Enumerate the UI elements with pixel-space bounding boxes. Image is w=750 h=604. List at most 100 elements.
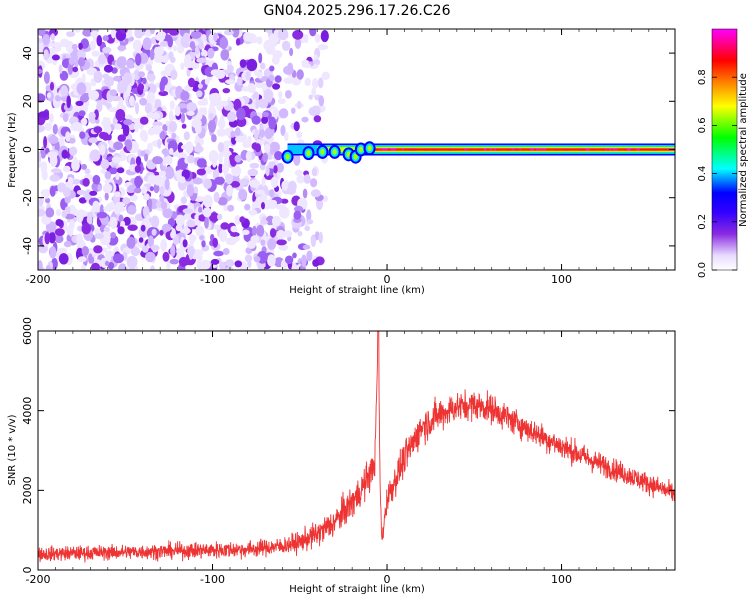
heatmap-noise-cell	[93, 70, 103, 84]
heatmap-signal-peak	[578, 148, 583, 151]
heatmap-noise-cell	[180, 90, 190, 101]
heatmap-noise-cell	[243, 31, 252, 42]
heatmap-noise-cell	[203, 194, 213, 208]
heatmap-noise-cell	[76, 233, 83, 245]
heatmap-noise-cell	[177, 142, 184, 154]
heatmap-noise-cell	[244, 254, 253, 263]
heatmap-noise-cell	[156, 46, 165, 56]
heatmap-onset-blob-core	[332, 148, 337, 155]
heatmap-noise-cell	[276, 162, 284, 173]
heatmap-noise-cell	[144, 153, 149, 162]
heatmap-noise-cell	[256, 71, 263, 79]
heatmap-noise-cell	[126, 255, 138, 268]
heatmap-noise-cell	[158, 170, 166, 177]
heatmap-noise-cell	[222, 248, 230, 255]
heatmap-noise-cell	[55, 209, 62, 217]
heatmap-x-tick-label: -200	[26, 273, 51, 286]
heatmap-noise-cell	[307, 219, 314, 225]
heatmap-noise-cell	[234, 215, 241, 225]
heatmap-noise-cell	[79, 131, 86, 139]
heatmap-noise-cell	[123, 216, 131, 226]
heatmap-noise-cell	[230, 225, 238, 233]
heatmap-noise-cell	[234, 236, 240, 242]
heatmap-noise-cell	[174, 170, 183, 178]
heatmap-signal-layer	[281, 141, 675, 164]
heatmap-noise-cell	[234, 260, 243, 268]
heatmap-noise-cell	[147, 235, 154, 248]
heatmap-signal-peak	[636, 148, 639, 151]
heatmap-noise-cell	[220, 49, 230, 61]
heatmap-noise-cell	[195, 225, 205, 237]
heatmap-noise-cell	[268, 33, 280, 44]
heatmap-noise-cell	[317, 44, 329, 51]
heatmap-noise-cell	[273, 165, 278, 174]
heatmap-noise-cell	[88, 90, 100, 101]
heatmap-noise-cell	[91, 50, 100, 57]
heatmap-signal-peak	[542, 148, 547, 151]
heatmap-noise-cell	[218, 229, 228, 242]
heatmap-signal-peak	[449, 148, 453, 151]
heatmap-noise-cell	[187, 154, 195, 164]
heatmap-noise-cell	[217, 213, 223, 220]
heatmap-noise-cell	[90, 256, 95, 264]
heatmap-signal-peak	[411, 148, 414, 151]
heatmap-noise-cell	[310, 235, 317, 248]
heatmap-noise-cell	[109, 139, 114, 149]
heatmap-noise-cell	[180, 112, 186, 124]
heatmap-noise-cell	[38, 41, 45, 54]
heatmap-noise-cell	[138, 71, 145, 78]
heatmap-noise-cell	[227, 64, 234, 73]
heatmap-noise-cell	[181, 123, 187, 129]
heatmap-noise-cell	[313, 54, 318, 60]
heatmap-noise-cell	[286, 187, 297, 195]
heatmap-noise-cell	[162, 251, 170, 262]
heatmap-noise-cell	[230, 130, 236, 138]
heatmap-noise-cell	[135, 53, 142, 66]
heatmap-noise-cell	[81, 163, 87, 170]
heatmap-noise-cell	[249, 179, 260, 188]
heatmap-noise-cell	[117, 226, 125, 235]
heatmap-signal-peak	[637, 148, 641, 151]
heatmap-noise-cell	[159, 229, 164, 236]
heatmap-noise-cell	[318, 231, 323, 244]
heatmap-noise-cell	[277, 29, 289, 41]
colorbar-tick-label: 0.4	[697, 166, 708, 182]
heatmap-noise-cell	[86, 215, 92, 224]
heatmap-signal-peak	[494, 148, 497, 151]
heatmap-noise-cell	[251, 115, 261, 125]
heatmap-noise-cell	[157, 138, 162, 149]
heatmap-noise-cell	[41, 170, 48, 181]
heatmap-noise-cell	[277, 98, 286, 105]
heatmap-noise-cell	[112, 176, 123, 186]
snr-x-tick-label: 0	[384, 573, 391, 586]
heatmap-noise-cell	[269, 228, 277, 238]
heatmap-x-axis-label: Height of straight line (km)	[289, 285, 425, 296]
colorbar-gradient	[711, 28, 738, 271]
heatmap-noise-cell	[119, 150, 126, 162]
heatmap-noise-cell	[91, 262, 100, 270]
heatmap-noise-cell	[68, 137, 76, 144]
heatmap-noise-cell	[145, 214, 152, 227]
heatmap-noise-cell	[77, 256, 87, 263]
colorbar-tick-label: 0.8	[697, 69, 708, 85]
heatmap-noise-cell	[68, 57, 75, 65]
heatmap-noise-cell	[113, 253, 124, 264]
heatmap-noise-cell	[312, 259, 320, 267]
heatmap-noise-cell	[117, 83, 127, 94]
heatmap-noise-cell	[42, 34, 50, 46]
heatmap-noise-cell	[226, 184, 234, 197]
heatmap-onset-blob-core	[358, 146, 364, 153]
heatmap-noise-cell	[141, 185, 148, 195]
heatmap-noise-cell	[104, 171, 112, 180]
heatmap-noise-cell	[256, 224, 265, 237]
heatmap-noise-cell	[275, 204, 286, 210]
heatmap-noise-cell	[183, 131, 190, 141]
heatmap-noise-cell	[55, 219, 63, 227]
heatmap-noise-cell	[139, 116, 149, 125]
heatmap-signal-peak	[384, 148, 388, 151]
heatmap-noise-cell	[63, 165, 71, 173]
heatmap-noise-cell	[246, 58, 258, 72]
heatmap-noise-cell	[150, 265, 155, 270]
heatmap-noise-cell	[211, 134, 217, 143]
heatmap-noise-cell	[138, 83, 145, 91]
